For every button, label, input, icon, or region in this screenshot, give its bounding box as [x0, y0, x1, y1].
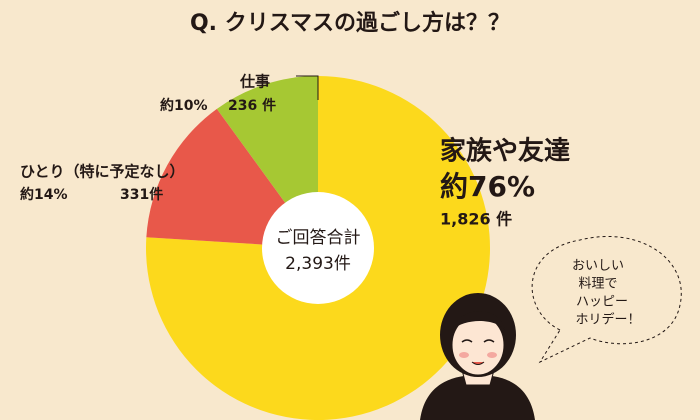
total-label: 2,393件	[285, 254, 351, 274]
note-line: ホリデー！	[575, 312, 640, 328]
speech-bubble	[531, 235, 682, 364]
category-label: 家族や友達	[440, 136, 570, 167]
value-label: 約10%	[160, 97, 208, 114]
note-line: おいしい	[572, 259, 624, 274]
count-label: 236 件	[228, 97, 276, 114]
total-title: ご回答合計	[276, 228, 361, 248]
note-line: ハッピー	[576, 295, 628, 310]
count-label: 331件	[120, 186, 163, 203]
value-label: 約14%	[20, 186, 68, 203]
donut-hole	[262, 192, 374, 304]
character	[420, 293, 535, 420]
value-label: 約76%	[440, 170, 535, 203]
count-label: 1,826 件	[440, 210, 512, 229]
category-label: ひとり（特に予定なし）	[20, 163, 185, 181]
chart-title: Q. クリスマスの過ごし方は？？	[190, 10, 510, 36]
leader-line	[296, 75, 319, 100]
note-line: 料理で	[578, 277, 617, 292]
category-label: 仕事	[239, 73, 270, 91]
